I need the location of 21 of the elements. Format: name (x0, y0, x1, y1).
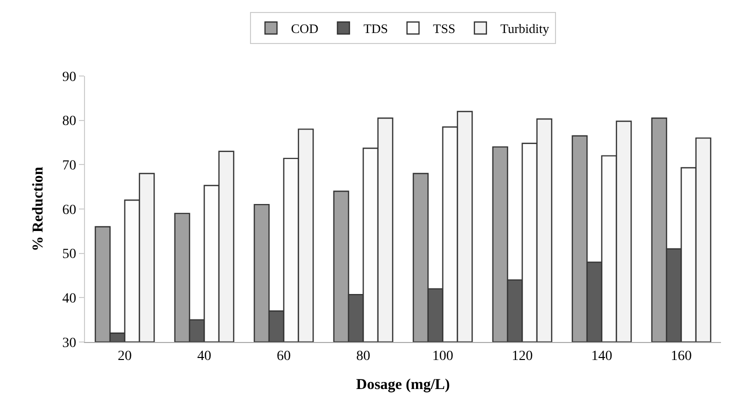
x-tick-label: 140 (591, 348, 612, 364)
y-tick-label: 90 (62, 70, 76, 85)
y-tick-label: 30 (62, 336, 76, 351)
x-axis-title: Dosage (mg/L) (356, 376, 450, 393)
legend-label: Turbidity (500, 21, 550, 36)
y-tick-label: 40 (62, 292, 76, 307)
x-tick-label: 40 (197, 348, 212, 364)
x-tick-label: 160 (670, 348, 692, 364)
x-tick-label: 120 (512, 348, 533, 364)
y-axis-title: % Reduction (30, 166, 46, 252)
y-tick-label: 70 (62, 158, 76, 174)
y-tick-label: 80 (62, 114, 76, 130)
x-tick-label: 60 (276, 348, 291, 364)
x-tick-label: 80 (356, 348, 370, 364)
legend-label: COD (291, 21, 318, 36)
x-tick-label: 100 (432, 348, 454, 364)
legend-label: TDS (363, 21, 388, 36)
x-tick-label: 20 (118, 348, 132, 364)
legend-label: TSS (433, 21, 456, 36)
y-tick-label: 60 (62, 202, 76, 218)
y-tick-label: 50 (62, 247, 76, 262)
